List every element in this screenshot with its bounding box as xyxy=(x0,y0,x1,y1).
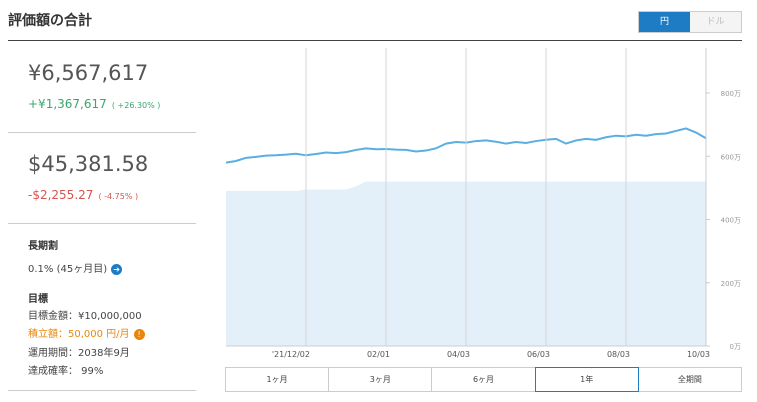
separator xyxy=(8,390,196,391)
toggle-jpy[interactable]: 円 xyxy=(639,12,690,32)
discount-info-icon[interactable]: ➔ xyxy=(111,263,123,275)
usd-value: $45,381.58 xyxy=(28,152,149,176)
discount-label: 長期割 xyxy=(28,241,58,252)
range-button[interactable]: 全期間 xyxy=(637,367,743,392)
usd-change-pct: ( -4.75% ) xyxy=(98,192,139,201)
y-tick-label: 200万 xyxy=(721,280,741,288)
y-tick-label: 400万 xyxy=(721,217,741,225)
y-tick-label: 800万 xyxy=(721,90,741,98)
y-tick-label: 0万 xyxy=(730,343,741,351)
header-rule xyxy=(8,40,742,41)
x-tick-label: 10/03 xyxy=(687,350,710,359)
warning-icon[interactable]: ! xyxy=(133,328,145,340)
usd-change: -$2,255.27 xyxy=(28,188,94,202)
y-tick-label: 600万 xyxy=(721,153,741,161)
separator xyxy=(8,223,196,224)
discount-row: 0.1% (45ヶ月目) ➔ xyxy=(28,260,123,275)
x-tick-label: 04/03 xyxy=(447,350,470,359)
goal-line: 積立額：50,000 円/月 xyxy=(28,329,130,340)
usd-change-row: -$2,255.27 ( -4.75% ) xyxy=(28,184,138,203)
x-tick-label: 06/03 xyxy=(527,350,550,359)
goal-line: 目標金額：¥10,000,000 xyxy=(28,311,142,322)
goal-line-row: 積立額：50,000 円/月! xyxy=(28,325,145,340)
jpy-change: +¥1,367,617 xyxy=(28,97,107,111)
jpy-change-row: +¥1,367,617 ( +26.30% ) xyxy=(28,93,160,112)
title: 評価額の合計 xyxy=(8,13,92,29)
x-tick-label: 02/01 xyxy=(367,350,390,359)
separator xyxy=(8,132,196,133)
range-button[interactable]: 3ヶ月 xyxy=(328,367,433,392)
goal-line: 達成確率： 99% xyxy=(28,366,104,377)
range-button[interactable]: 1年 xyxy=(534,367,639,392)
goal-label: 目標 xyxy=(28,294,48,305)
discount-value: 0.1% (45ヶ月目) xyxy=(28,264,108,275)
toggle-usd[interactable]: ドル xyxy=(690,12,741,32)
goal-line: 運用期間：2038年9月 xyxy=(28,348,130,359)
range-button[interactable]: 6ヶ月 xyxy=(431,367,536,392)
x-tick-label: 08/03 xyxy=(607,350,630,359)
range-buttons: 1ヶ月 3ヶ月 6ヶ月 1年 全期間 xyxy=(225,367,743,392)
range-button[interactable]: 1ヶ月 xyxy=(225,367,330,392)
currency-toggle: 円 ドル xyxy=(638,11,742,33)
jpy-change-pct: ( +26.30% ) xyxy=(111,101,161,110)
x-tick-label: '21/12/02 xyxy=(272,350,310,359)
jpy-value: ¥6,567,617 xyxy=(28,61,149,85)
